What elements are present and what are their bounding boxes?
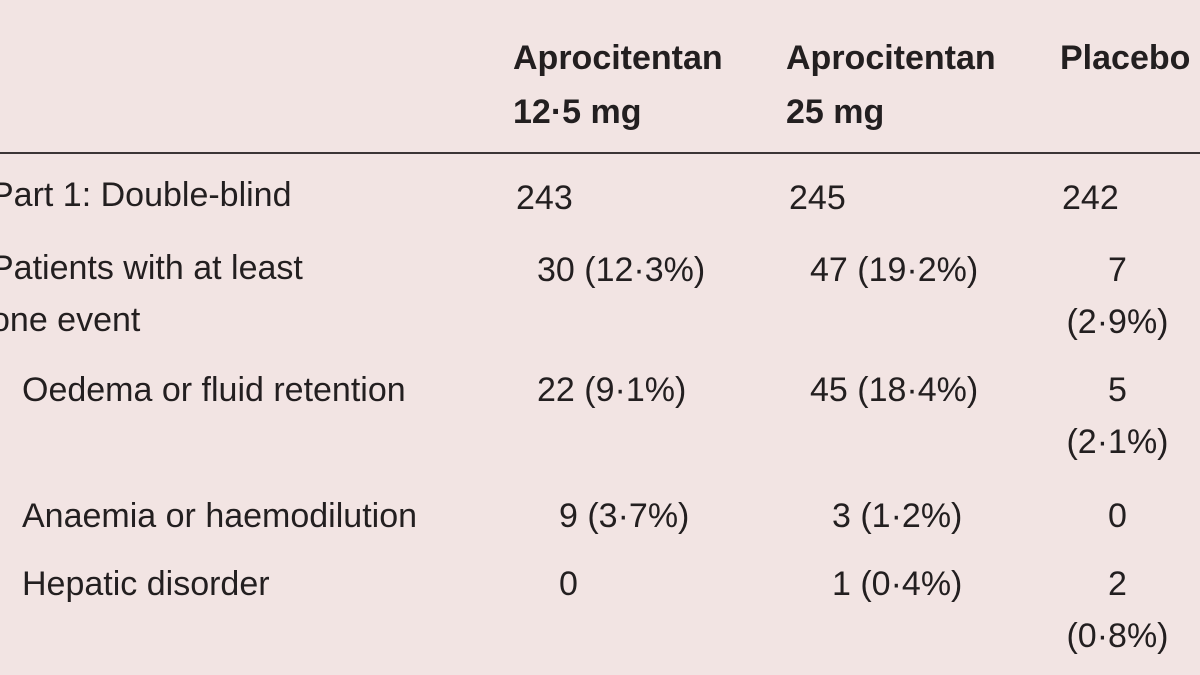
- column-header-aprocitentan-12-5-line1: Aprocitentan: [513, 39, 723, 77]
- cell-anaemia-col1: 9 (3·7%): [559, 497, 690, 535]
- row-label-hepatic: Hepatic disorder: [22, 565, 270, 603]
- cell-hepatic-col2: 1 (0·4%): [832, 565, 963, 603]
- cell-hepatic-col3-count: 2: [1108, 565, 1127, 603]
- cell-oedema-col3-count: 5: [1108, 371, 1127, 409]
- cell-at-least-one-event-col3-percent: (2·9%): [1066, 303, 1169, 341]
- row-label-part1: Part 1: Double-blind: [0, 176, 292, 214]
- column-header-placebo: Placebo: [1060, 39, 1191, 77]
- header-divider: [0, 152, 1200, 154]
- cell-oedema-col3: 5 (2·1%): [1050, 364, 1185, 468]
- cell-at-least-one-event-col2: 47 (19·2%): [810, 251, 979, 289]
- cell-anaemia-col3: 0: [1050, 490, 1185, 542]
- cell-hepatic-col3: 2 (0·8%): [1050, 558, 1185, 662]
- cell-oedema-col2: 45 (18·4%): [810, 371, 979, 409]
- cell-anaemia-col2: 3 (1·2%): [832, 497, 963, 535]
- cell-part1-col3: 242: [1062, 179, 1119, 217]
- row-label-at-least-one-event-line1: Patients with at least: [0, 249, 303, 287]
- cell-part1-col2: 245: [789, 179, 846, 217]
- cell-oedema-col3-percent: (2·1%): [1066, 423, 1169, 461]
- cell-at-least-one-event-col3-count: 7: [1108, 251, 1127, 289]
- column-header-aprocitentan-25-line1: Aprocitentan: [786, 39, 996, 77]
- row-label-anaemia: Anaemia or haemodilution: [22, 497, 418, 535]
- cell-at-least-one-event-col3: 7 (2·9%): [1050, 244, 1185, 348]
- cell-oedema-col1: 22 (9·1%): [537, 371, 687, 409]
- cell-part1-col1: 243: [516, 179, 573, 217]
- row-label-at-least-one-event-line2: one event: [0, 301, 141, 339]
- column-header-aprocitentan-25-line2: 25 mg: [786, 93, 885, 131]
- column-header-aprocitentan-12-5-line2: 12·5 mg: [513, 93, 642, 131]
- cell-at-least-one-event-col1: 30 (12·3%): [537, 251, 706, 289]
- cell-hepatic-col3-percent: (0·8%): [1066, 617, 1169, 655]
- cell-anaemia-col3-count: 0: [1108, 497, 1127, 535]
- cell-hepatic-col1: 0: [559, 565, 578, 603]
- row-label-oedema: Oedema or fluid retention: [22, 371, 406, 409]
